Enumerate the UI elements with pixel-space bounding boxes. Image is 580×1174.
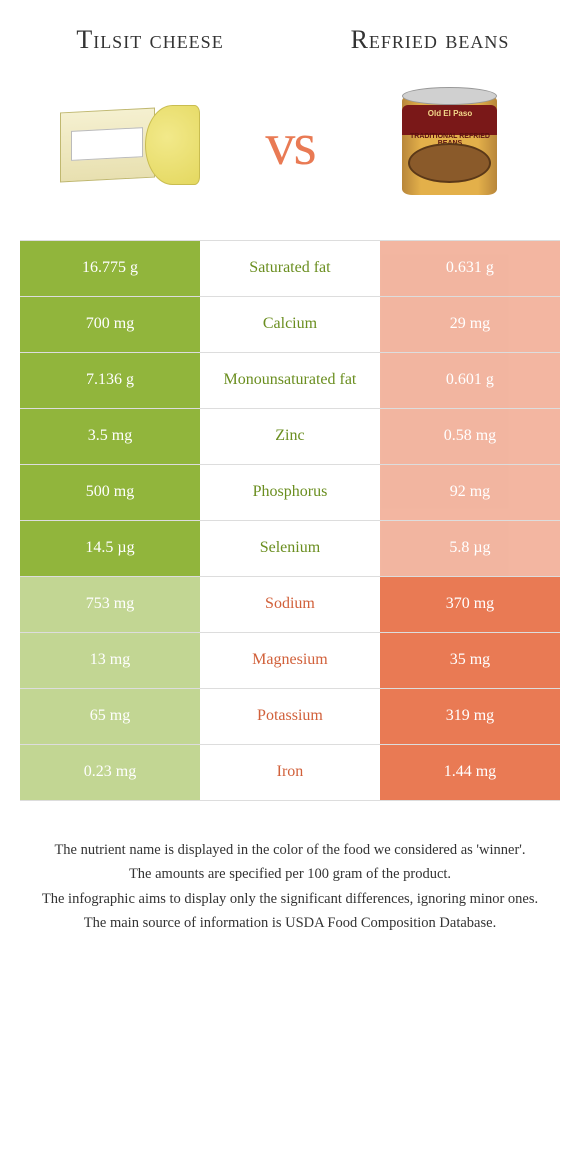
right-value: 5.8 µg	[380, 521, 560, 576]
table-row: 0.23 mgIron1.44 mg	[20, 745, 560, 801]
header-row: Tilsit cheese Refried beans	[0, 0, 580, 70]
left-value: 3.5 mg	[20, 409, 200, 464]
nutrient-label: Phosphorus	[200, 465, 380, 520]
right-value: 0.58 mg	[380, 409, 560, 464]
left-value: 753 mg	[20, 577, 200, 632]
right-food-title: Refried beans	[340, 25, 520, 55]
can-brand-label: Old El Paso	[402, 105, 497, 135]
right-value: 1.44 mg	[380, 745, 560, 800]
vs-label: vs	[265, 110, 314, 179]
nutrient-label: Selenium	[200, 521, 380, 576]
footnote-line: The nutrient name is displayed in the co…	[40, 839, 540, 861]
table-row: 14.5 µgSelenium5.8 µg	[20, 521, 560, 577]
nutrient-label: Zinc	[200, 409, 380, 464]
right-value: 0.631 g	[380, 241, 560, 296]
nutrient-label: Potassium	[200, 689, 380, 744]
nutrient-label: Calcium	[200, 297, 380, 352]
left-value: 700 mg	[20, 297, 200, 352]
footnote-line: The infographic aims to display only the…	[40, 888, 540, 910]
left-value: 65 mg	[20, 689, 200, 744]
right-value: 29 mg	[380, 297, 560, 352]
footnotes: The nutrient name is displayed in the co…	[0, 801, 580, 935]
left-value: 0.23 mg	[20, 745, 200, 800]
left-value: 16.775 g	[20, 241, 200, 296]
beans-can-illustration: Old El Paso TRADITIONAL REFRIED BEANS	[402, 85, 497, 205]
footnote-line: The amounts are specified per 100 gram o…	[40, 863, 540, 885]
right-food-image: Old El Paso TRADITIONAL REFRIED BEANS	[380, 85, 520, 205]
footnote-line: The main source of information is USDA F…	[40, 912, 540, 934]
nutrient-label: Sodium	[200, 577, 380, 632]
table-row: 13 mgMagnesium35 mg	[20, 633, 560, 689]
nutrient-label: Monounsaturated fat	[200, 353, 380, 408]
table-row: 3.5 mgZinc0.58 mg	[20, 409, 560, 465]
left-value: 14.5 µg	[20, 521, 200, 576]
right-value: 319 mg	[380, 689, 560, 744]
right-value: 0.601 g	[380, 353, 560, 408]
nutrient-label: Saturated fat	[200, 241, 380, 296]
right-value: 370 mg	[380, 577, 560, 632]
table-row: 16.775 gSaturated fat0.631 g	[20, 241, 560, 297]
table-row: 65 mgPotassium319 mg	[20, 689, 560, 745]
comparison-table: 16.775 gSaturated fat0.631 g700 mgCalciu…	[20, 240, 560, 801]
cheese-illustration	[60, 100, 200, 190]
left-food-title: Tilsit cheese	[60, 25, 240, 55]
right-value: 35 mg	[380, 633, 560, 688]
left-value: 13 mg	[20, 633, 200, 688]
nutrient-label: Magnesium	[200, 633, 380, 688]
left-value: 500 mg	[20, 465, 200, 520]
table-row: 753 mgSodium370 mg	[20, 577, 560, 633]
table-row: 7.136 gMonounsaturated fat0.601 g	[20, 353, 560, 409]
table-row: 500 mgPhosphorus92 mg	[20, 465, 560, 521]
left-food-image	[60, 85, 200, 205]
left-value: 7.136 g	[20, 353, 200, 408]
right-value: 92 mg	[380, 465, 560, 520]
table-row: 700 mgCalcium29 mg	[20, 297, 560, 353]
image-row: vs Old El Paso TRADITIONAL REFRIED BEANS	[0, 70, 580, 240]
nutrient-label: Iron	[200, 745, 380, 800]
